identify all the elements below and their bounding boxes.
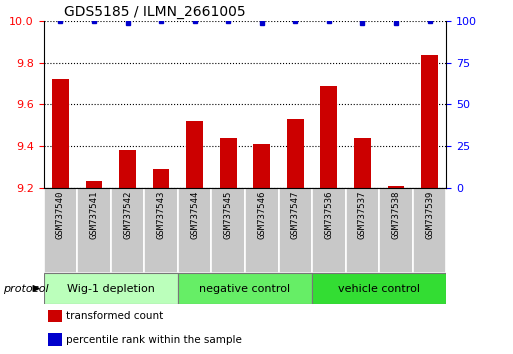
Bar: [421, 55, 438, 188]
Bar: [388, 185, 404, 188]
Text: Wig-1 depletion: Wig-1 depletion: [67, 284, 154, 293]
Bar: [153, 169, 169, 188]
Text: GSM737545: GSM737545: [224, 190, 233, 239]
Text: transformed count: transformed count: [66, 311, 163, 321]
Text: percentile rank within the sample: percentile rank within the sample: [66, 335, 242, 345]
Bar: [144, 188, 178, 273]
Text: GSM737538: GSM737538: [391, 190, 401, 239]
Text: GSM737547: GSM737547: [291, 190, 300, 239]
Bar: [413, 188, 446, 273]
Bar: [77, 188, 111, 273]
Text: GSM737541: GSM737541: [89, 190, 98, 239]
Bar: [379, 188, 413, 273]
Text: GSM737542: GSM737542: [123, 190, 132, 239]
Bar: [346, 188, 379, 273]
Text: GSM737537: GSM737537: [358, 190, 367, 239]
Text: GSM737544: GSM737544: [190, 190, 199, 239]
Text: GSM737546: GSM737546: [257, 190, 266, 239]
Bar: [211, 188, 245, 273]
Bar: [312, 273, 446, 304]
Text: GDS5185 / ILMN_2661005: GDS5185 / ILMN_2661005: [64, 5, 245, 19]
Bar: [245, 188, 279, 273]
Text: negative control: negative control: [200, 284, 290, 293]
Text: protocol: protocol: [3, 284, 48, 293]
Bar: [48, 309, 62, 322]
Bar: [111, 188, 144, 273]
Bar: [44, 273, 178, 304]
Text: GSM737543: GSM737543: [156, 190, 166, 239]
Bar: [52, 79, 69, 188]
Bar: [321, 86, 337, 188]
Bar: [279, 188, 312, 273]
Bar: [186, 121, 203, 188]
Text: GSM737536: GSM737536: [324, 190, 333, 239]
Text: GSM737539: GSM737539: [425, 190, 434, 239]
Bar: [354, 138, 371, 188]
Bar: [287, 119, 304, 188]
Bar: [119, 150, 136, 188]
Bar: [48, 333, 62, 346]
Bar: [253, 144, 270, 188]
Text: vehicle control: vehicle control: [338, 284, 420, 293]
Text: GSM737540: GSM737540: [56, 190, 65, 239]
Bar: [178, 273, 312, 304]
Bar: [86, 181, 102, 188]
Bar: [312, 188, 346, 273]
Bar: [44, 188, 77, 273]
Bar: [220, 138, 236, 188]
Bar: [178, 188, 211, 273]
